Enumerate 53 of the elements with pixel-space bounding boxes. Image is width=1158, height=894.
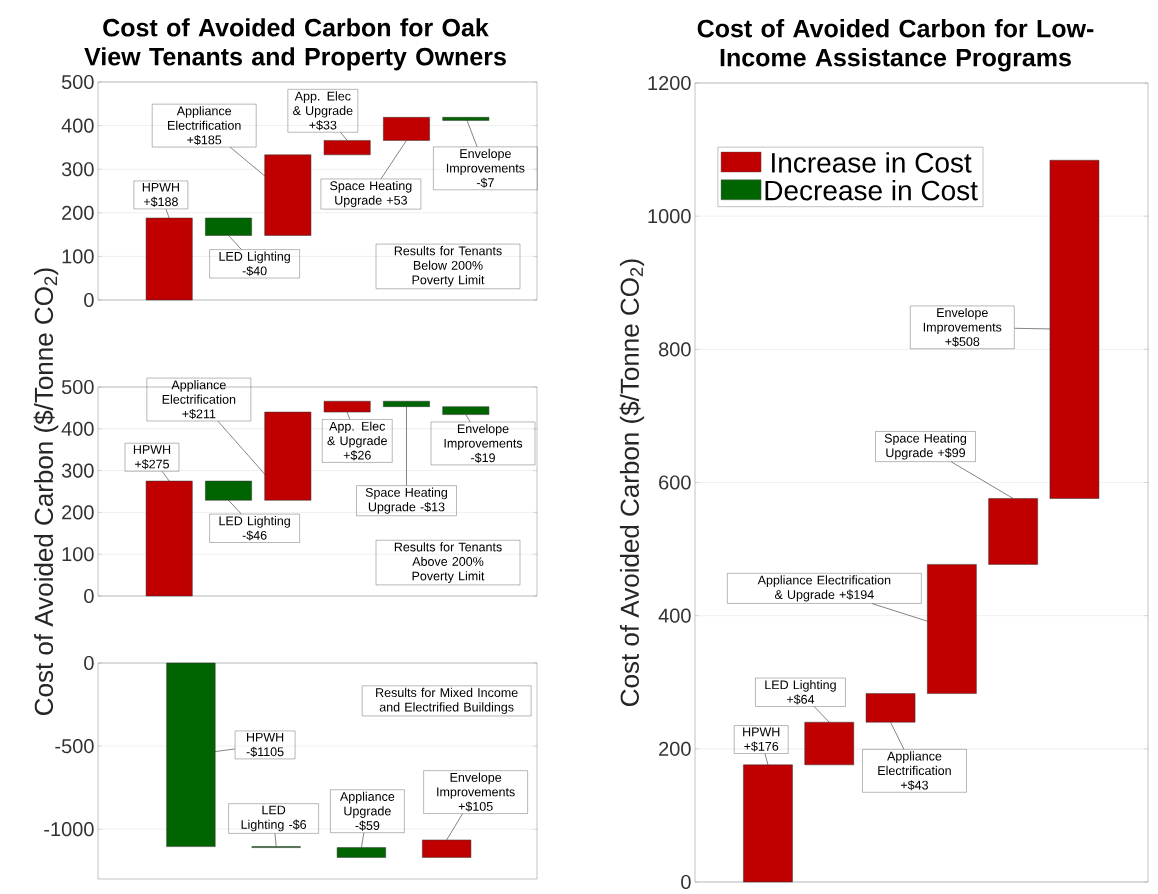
y-tick-label: 300 bbox=[61, 162, 94, 177]
annotation: Envelope Improvements -$19 bbox=[444, 423, 523, 463]
annotation: Results for Mixed Income and Electrified Buildings bbox=[376, 687, 518, 714]
annotation: Appliance Electrification & Upgrade +$194 bbox=[757, 575, 891, 602]
y-tick-label: 0 bbox=[84, 588, 94, 604]
annotation: Appliance Electrification +$43 bbox=[878, 751, 951, 791]
legend-label: Increase in Cost bbox=[772, 152, 972, 173]
annotation: Envelope Improvements -$7 bbox=[446, 148, 525, 188]
annotation: Envelope Improvements +$508 bbox=[923, 307, 1002, 347]
y-tick-label: 400 bbox=[658, 608, 691, 623]
y-tick-label: 200 bbox=[62, 505, 94, 520]
y-tick-label: 400 bbox=[61, 421, 94, 436]
y-tick-label: 200 bbox=[62, 205, 94, 220]
legend-label: Decrease in Cost bbox=[765, 179, 978, 201]
y-tick-label: 100 bbox=[62, 547, 94, 562]
annotation: HPWH -$1105 bbox=[246, 732, 284, 757]
annotation: Results for Tenants Above 200% Poverty Limit bbox=[394, 542, 502, 583]
annotation: Space Heating Upgrade +53 bbox=[330, 180, 412, 208]
y-tick-label: -1000 bbox=[44, 822, 94, 837]
y-axis-title: Cost of Avoided Carbon ($/Tonne CO$_{2}$) bbox=[619, 259, 645, 706]
annotation: Appliance Upgrade -$59 bbox=[339, 791, 395, 831]
y-tick-label: 1000 bbox=[648, 209, 691, 224]
annotation: LED Lighting -$46 bbox=[219, 516, 290, 541]
y-tick-label: 800 bbox=[658, 342, 691, 357]
y-tick-label: 600 bbox=[659, 475, 691, 490]
annotation: Envelope Improvements +$105 bbox=[437, 772, 515, 812]
y-tick-label: 0 bbox=[84, 655, 94, 671]
annotation: Appliance Electrification +$211 bbox=[162, 380, 236, 419]
annotation: App. Elec & Upgrade +$26 bbox=[327, 421, 387, 461]
annotation: App. Elec & Upgrade +$33 bbox=[293, 91, 353, 131]
chart-title: Cost of Avoided Carbon for Oak View Tenants and Property Owners bbox=[84, 18, 506, 71]
annotation: LED Lighting +$64 bbox=[765, 680, 836, 705]
y-tick-label: 200 bbox=[659, 741, 691, 756]
annotation: Results for Tenants Below 200% Poverty Limit bbox=[394, 246, 502, 287]
annotation: Appliance Electrification +$185 bbox=[168, 106, 241, 146]
annotation: LED Lighting -$6 bbox=[241, 805, 307, 832]
y-tick-label: 300 bbox=[61, 463, 94, 478]
annotation: HPWH +$188 bbox=[142, 182, 179, 207]
y-tick-label: 0 bbox=[84, 292, 94, 308]
annotation: LED Lighting -$40 bbox=[219, 251, 290, 277]
y-tick-label: 500 bbox=[61, 379, 94, 395]
annotation: Space Heating Upgrade +$99 bbox=[884, 433, 967, 460]
y-tick-label: 1200 bbox=[648, 75, 691, 91]
annotation: HPWH +$275 bbox=[133, 445, 171, 470]
y-tick-label: 500 bbox=[61, 74, 94, 90]
y-tick-label: 100 bbox=[62, 249, 94, 264]
annotation: Space Heating Upgrade -$13 bbox=[365, 487, 448, 514]
y-tick-label: 0 bbox=[681, 874, 691, 890]
chart-title: Cost of Avoided Carbon for Low-Income Assistance Programs bbox=[697, 19, 1094, 72]
annotation: HPWH +$176 bbox=[743, 727, 780, 752]
y-tick-label: -500 bbox=[55, 739, 94, 754]
y-axis-title: Cost of Avoided Carbon ($/Tonne CO$_{2}$) bbox=[33, 268, 59, 715]
y-tick-label: 400 bbox=[61, 118, 94, 133]
